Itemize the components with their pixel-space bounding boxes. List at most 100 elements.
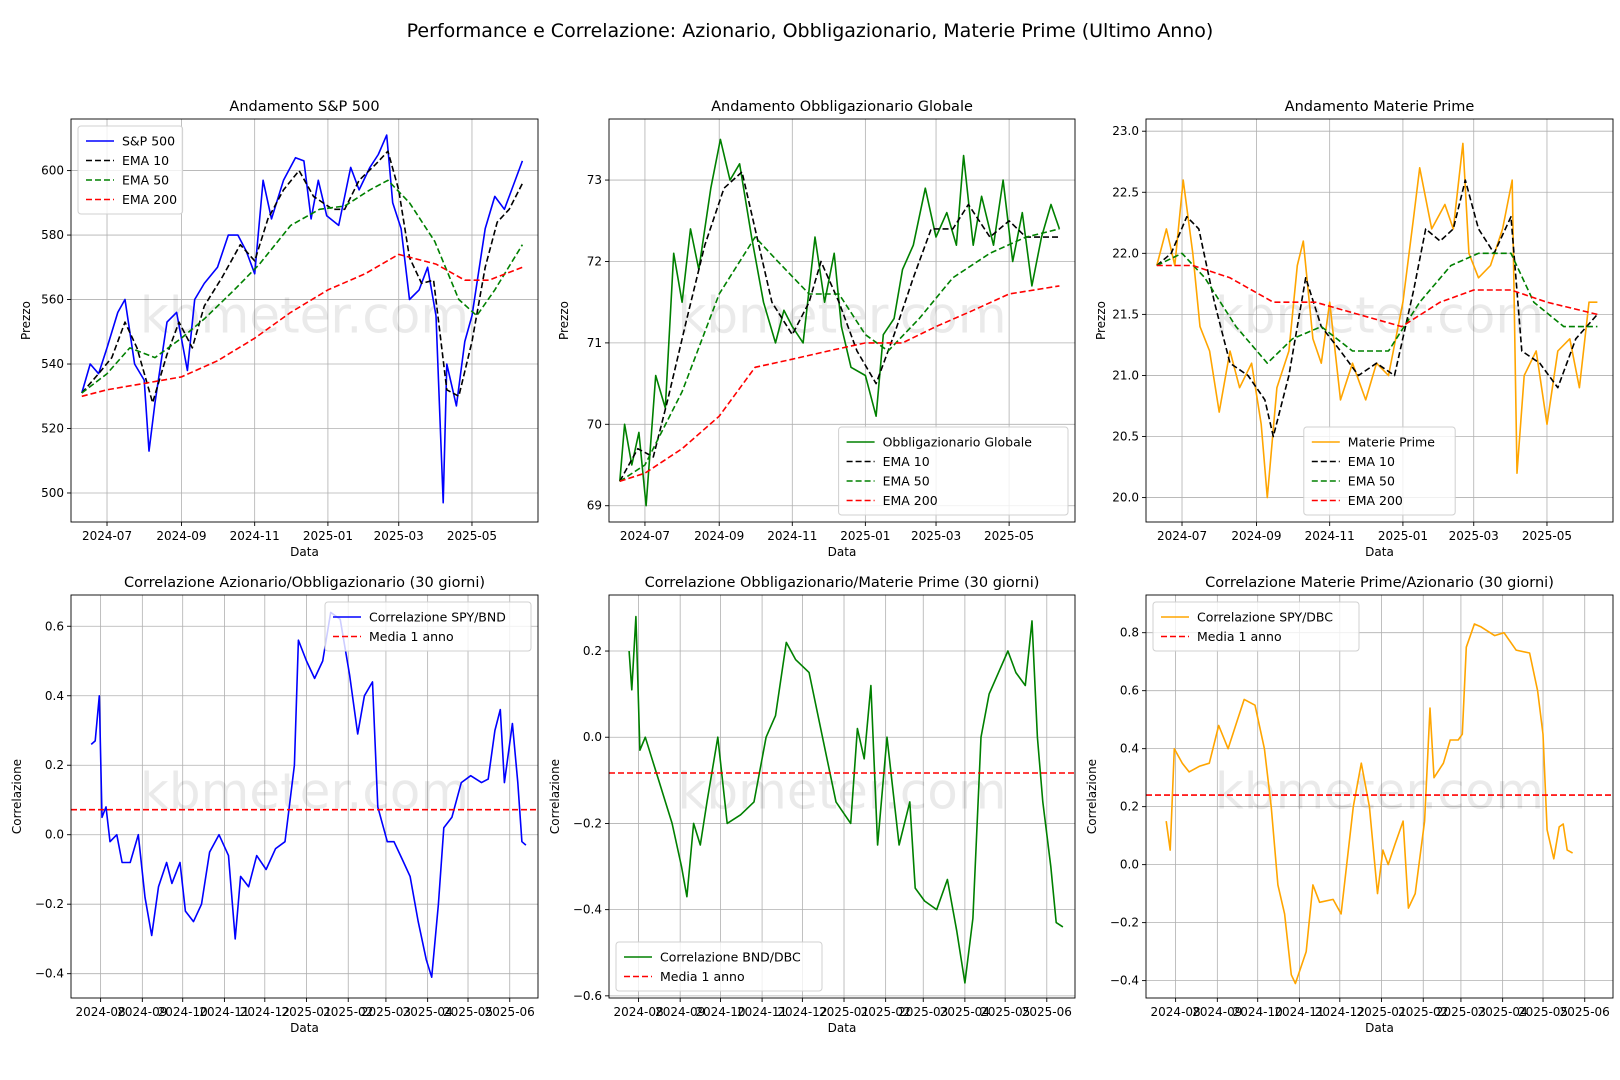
legend-label: EMA 200 [1348, 493, 1403, 508]
grid [71, 595, 538, 998]
y-axis-label: Correlazione [10, 759, 24, 834]
x-tick-label: 2024-09 [655, 1005, 705, 1019]
series-line [1156, 264, 1598, 328]
y-tick-label: 0.6 [1120, 684, 1139, 698]
y-tick-label: −0.4 [1110, 974, 1139, 988]
series-group [1156, 142, 1598, 499]
legend: S&P 500 EMA 10 EMA 50 EMA 200 [77, 125, 184, 215]
panel-title: Andamento Materie Prime [1285, 99, 1475, 115]
x-tick-label: 2024-07 [620, 529, 670, 543]
y-axis-label: Prezzo [557, 301, 571, 340]
figure-suptitle: Performance e Correlazione: Azionario, O… [407, 20, 1214, 42]
y-tick-label: 71 [587, 336, 602, 350]
x-tick-label: 2024-10 [158, 1005, 208, 1019]
y-tick-label: 520 [41, 422, 64, 436]
x-tick-label: 2024-11 [1274, 1005, 1324, 1019]
y-tick-label: 20.0 [1112, 491, 1139, 505]
legend-box [324, 601, 532, 652]
y-tick-label: 0.4 [1120, 742, 1139, 756]
series-line [81, 253, 523, 398]
panel-title: Correlazione Azionario/Obbligazionario (… [124, 575, 485, 591]
x-tick-label: 2024-09 [156, 529, 206, 543]
y-tick-label: 21.0 [1112, 368, 1139, 382]
y-axis-label: Correlazione [1085, 759, 1099, 834]
x-axis-label: Data [290, 545, 319, 559]
legend: Correlazione SPY/DBC Media 1 anno [1152, 601, 1360, 652]
y-tick-label: 0.2 [583, 644, 602, 658]
legend: Correlazione SPY/BND Media 1 anno [324, 601, 532, 652]
y-tick-label: 500 [41, 486, 64, 500]
x-tick-label: 2024-09 [1192, 1005, 1242, 1019]
x-tick-label: 2024-07 [82, 529, 132, 543]
grid [609, 595, 1075, 998]
x-tick-label: 2024-07 [1157, 529, 1207, 543]
x-tick-label: 2025-01 [1378, 529, 1428, 543]
y-axis-label: Prezzo [19, 301, 33, 340]
legend-label: Correlazione BND/DBC [660, 950, 801, 965]
x-tick-label: 2024-09 [117, 1005, 167, 1019]
x-tick-label: 2024-08 [613, 1005, 663, 1019]
legend-box [838, 426, 1069, 516]
x-tick-label: 2024-12 [1315, 1005, 1365, 1019]
legend-label: EMA 50 [883, 474, 930, 489]
legend-label: EMA 10 [122, 153, 169, 168]
y-tick-label: 70 [587, 417, 602, 431]
legend-label: EMA 10 [883, 454, 930, 469]
series-line [81, 150, 524, 404]
x-tick-label: 2024-11 [767, 529, 817, 543]
axes-frame [70, 118, 539, 523]
x-tick-label: 2025-06 [485, 1005, 535, 1019]
legend-box [1303, 426, 1456, 516]
x-tick-label: 2025-05 [443, 1005, 493, 1019]
panel-title: Correlazione Obbligazionario/Materie Pri… [645, 575, 1040, 591]
panel-sp500: kbmeter.com 2024-07 2024-09 2024-11 2025-01 2… [19, 99, 539, 559]
y-tick-label: −0.2 [573, 816, 602, 830]
axes-frame [608, 118, 1076, 523]
x-tick-label: 2024-11 [1305, 529, 1355, 543]
y-tick-label: −0.4 [35, 967, 64, 981]
plot-area [1146, 595, 1613, 998]
x-tick-label: 2025-05 [447, 529, 497, 543]
grid [1146, 119, 1613, 522]
x-tick-label: 2025-01 [1356, 1005, 1406, 1019]
panel-title: Andamento S&P 500 [229, 99, 379, 115]
x-tick-label: 2024-10 [695, 1005, 745, 1019]
legend-label: Media 1 anno [369, 629, 454, 644]
series-line [619, 285, 1060, 483]
y-tick-label: 0.2 [1120, 800, 1139, 814]
series-line [1156, 252, 1598, 365]
y-tick-label: 73 [587, 173, 602, 187]
watermark: kbmeter.com [140, 287, 469, 345]
y-tick-label: 22.0 [1112, 246, 1139, 260]
legend: Materie Prime EMA 10 EMA 50 EMA 200 [1303, 426, 1456, 516]
series-line [90, 611, 527, 979]
y-axis-label: Prezzo [1094, 301, 1108, 340]
y-tick-label: −0.2 [35, 897, 64, 911]
x-tick-label: 2025-02 [861, 1005, 911, 1019]
legend-label: S&P 500 [122, 134, 175, 149]
series-line [619, 228, 1060, 482]
panel-corr_spy_bnd: kbmeter.com2024-082024-092024-102024-112… [10, 575, 539, 1035]
legend-label: Correlazione SPY/BND [369, 610, 506, 625]
watermark: kbmeter.com [1215, 287, 1544, 345]
x-tick-label: 2024-08 [1151, 1005, 1201, 1019]
y-tick-label: 0.0 [45, 828, 64, 842]
x-tick-label: 2025-03 [911, 529, 961, 543]
x-tick-label: 2024-09 [694, 529, 744, 543]
x-tick-label: 2025-03 [1449, 529, 1499, 543]
legend-label: Correlazione SPY/DBC [1197, 610, 1333, 625]
axes-frame [1145, 118, 1614, 523]
panel-bond: kbmeter.com 2024-07 2024-09 2024-11 2025-01 2… [557, 99, 1076, 559]
y-tick-label: 0.2 [45, 758, 64, 772]
y-tick-label: 20.5 [1112, 430, 1139, 444]
series-line [619, 171, 1060, 482]
legend-label: EMA 200 [883, 493, 938, 508]
x-tick-label: 2024-09 [1231, 529, 1281, 543]
x-axis-label: Data [828, 545, 857, 559]
y-tick-label: 540 [41, 357, 64, 371]
x-tick-label: 2025-01 [281, 1005, 331, 1019]
y-tick-label: 72 [587, 254, 602, 268]
x-tick-label: 2025-04 [940, 1005, 990, 1019]
grid [71, 119, 538, 522]
series-group [619, 138, 1061, 507]
